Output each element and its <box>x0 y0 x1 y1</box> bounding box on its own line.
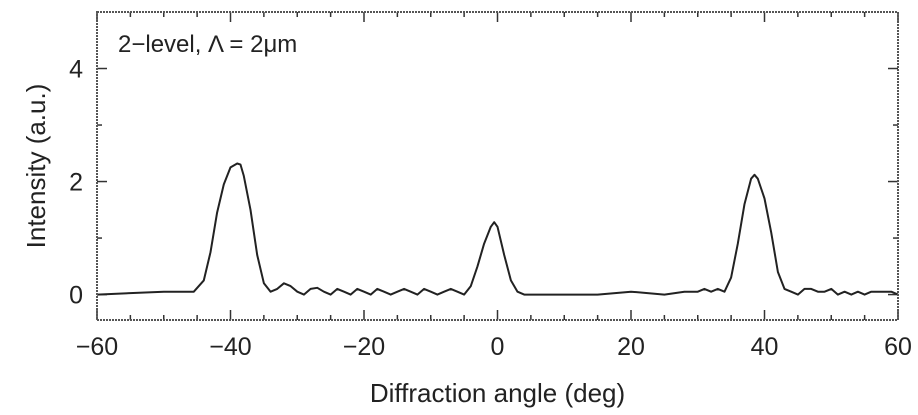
x-axis-title: Diffraction angle (deg) <box>370 378 625 408</box>
x-tick-labels: −60 −40 −20 0 20 40 60 <box>76 333 912 361</box>
x-tick-label: 20 <box>617 333 645 361</box>
intensity-series-line <box>96 162 899 296</box>
x-tick-label: −60 <box>76 333 118 361</box>
x-tick-label: −20 <box>343 333 385 361</box>
plot-frame <box>96 11 899 321</box>
x-tick-label: 40 <box>751 333 779 361</box>
y-tick-label: 2 <box>69 169 83 197</box>
x-tick-label: 0 <box>491 333 505 361</box>
x-tick-label: −40 <box>209 333 251 361</box>
y-tick-label: 0 <box>69 282 83 310</box>
y-tick-label: 4 <box>69 56 83 84</box>
y-axis-title: Intensity (a.u.) <box>21 84 51 249</box>
chart-annotation: 2−level, Λ = 2μm <box>118 31 297 58</box>
y-tick-labels: 0 2 4 <box>69 56 83 310</box>
x-tick-label: 60 <box>884 333 912 361</box>
